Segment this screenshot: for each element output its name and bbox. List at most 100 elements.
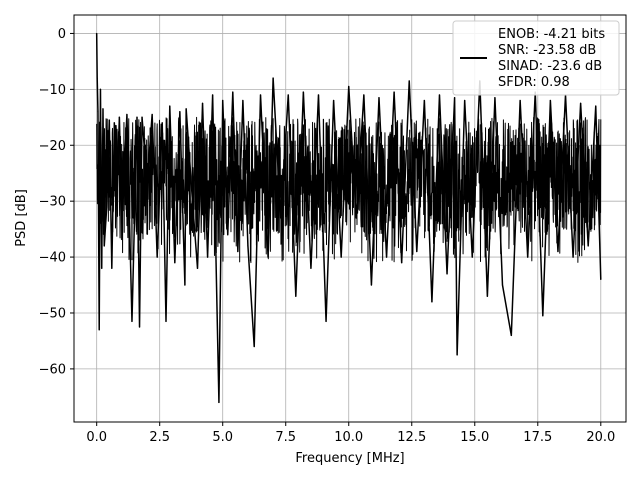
spectrum-point (184, 284, 186, 286)
legend-box (452, 20, 620, 96)
y-tick-label: −60 (39, 362, 66, 377)
x-tick-label: 10.0 (334, 430, 363, 445)
legend-line-enob: ENOB: -4.21 bits (498, 27, 605, 42)
spectrum-point (185, 108, 187, 110)
legend: ENOB: -4.21 bits SNR: -23.58 dB SINAD: -… (452, 20, 620, 96)
spectrum-point (494, 97, 496, 99)
spectrum-point (247, 245, 249, 247)
spectrum-point (156, 256, 158, 258)
spectrum-point (280, 217, 282, 219)
spectrum-point (146, 183, 148, 185)
spectrum-point (138, 326, 141, 328)
spectrum-point (121, 217, 123, 219)
spectrum-point (431, 301, 433, 303)
x-tick-label: 17.5 (523, 430, 552, 445)
spectrum-point (370, 284, 373, 286)
spectrum-point (165, 320, 167, 322)
legend-line-snr: SNR: -23.58 dB (498, 43, 596, 58)
spectrum-point (113, 122, 115, 124)
y-tick-label: 0 (58, 27, 66, 42)
spectrum-point (267, 256, 269, 258)
x-axis-title: Frequency [MHz] (295, 451, 404, 466)
spectrum-point (108, 119, 110, 121)
spectrum-point (227, 234, 229, 236)
y-axis-title: PSD [dB] (14, 189, 29, 247)
spectrum-point (340, 256, 342, 258)
spectrum-point (401, 262, 403, 264)
spectrum-point (196, 267, 199, 269)
x-tick-label: 15.0 (460, 430, 489, 445)
x-tick-label: 2.5 (149, 430, 170, 445)
spectrum-point (310, 267, 312, 269)
spectrum-point (510, 334, 512, 336)
spectrum-point (378, 97, 380, 99)
spectrum-point (333, 99, 335, 102)
x-tick-label: 0.0 (86, 430, 107, 445)
spectrum-point (222, 99, 224, 102)
spectrum-point (201, 102, 204, 104)
spectrum-point (446, 273, 448, 275)
spectrum-point (99, 88, 102, 90)
spectrum-point (151, 113, 153, 116)
spectrum-point (101, 267, 103, 269)
spectrum-point (131, 320, 133, 322)
spectrum-point (385, 256, 388, 258)
y-tick-label: −50 (39, 306, 66, 321)
spectrum-trace (95, 33, 602, 404)
spectrum-point (527, 256, 529, 258)
spectrum-point (317, 94, 320, 96)
legend-line-sfdr: SFDR: 0.98 (498, 75, 570, 90)
spectrum-point (519, 99, 521, 102)
spectrum-point (454, 97, 456, 99)
spectrum-point (295, 295, 297, 297)
spectrum-point (191, 200, 194, 202)
spectrum-point (97, 111, 99, 113)
spectrum-point (242, 99, 244, 102)
legend-text: ENOB: -4.21 bits SNR: -23.58 dB SINAD: -… (498, 27, 609, 90)
plot-frame (73, 14, 627, 423)
spectrum-point (169, 105, 171, 107)
spectrum-point (272, 77, 274, 79)
spectrum-point (102, 108, 104, 110)
spectrum-point (438, 94, 441, 96)
x-tick-label: 7.5 (275, 430, 296, 445)
x-tick-label: 12.5 (397, 430, 426, 445)
spectrum-point (408, 80, 410, 82)
spectrum-point (393, 91, 395, 93)
y-tick-label: −30 (39, 195, 66, 210)
spectrum-point (416, 250, 418, 253)
spectrum-point (572, 256, 574, 258)
spectrum-point (126, 113, 128, 116)
spectrum-point (423, 99, 425, 102)
spectrum-point (103, 245, 105, 247)
x-tick-label: 5.0 (212, 430, 233, 445)
spectrum-point (587, 245, 589, 247)
spectrum-point (141, 116, 143, 118)
spectrum-point (136, 116, 138, 118)
spectrum-point (542, 315, 544, 317)
spectrum-point (212, 94, 214, 96)
spectrum-point (302, 91, 304, 93)
spectrum-point (161, 122, 163, 124)
spectrum-point (96, 32, 98, 35)
spectrum-point (98, 329, 100, 331)
spectrum-point (348, 85, 350, 88)
spectrum-point (106, 206, 108, 208)
spectrum-point (206, 256, 209, 258)
spectrum-point (549, 99, 551, 102)
spectrum-point (464, 99, 466, 102)
y-tick-label: −20 (39, 139, 66, 154)
spectrum-point (456, 354, 458, 356)
spectrum-point (355, 217, 357, 219)
spectrum-point (253, 345, 255, 348)
spectrum-point (118, 116, 120, 118)
spectrum-point (116, 200, 118, 202)
spectrum-point (600, 278, 602, 281)
spectrum-point (174, 262, 176, 264)
spectrum-point (96, 77, 98, 79)
x-tick-label: 20.0 (586, 430, 615, 445)
spectrum-point (501, 284, 504, 286)
noise-floor-trace (96, 116, 602, 264)
spectrum-point (111, 267, 113, 269)
